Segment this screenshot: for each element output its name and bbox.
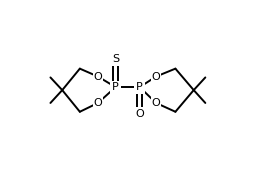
- Text: S: S: [112, 54, 119, 64]
- FancyBboxPatch shape: [110, 81, 121, 94]
- Text: P: P: [136, 82, 143, 92]
- FancyBboxPatch shape: [151, 96, 161, 109]
- FancyBboxPatch shape: [93, 96, 103, 109]
- FancyBboxPatch shape: [134, 81, 145, 94]
- Text: O: O: [152, 98, 160, 108]
- Text: O: O: [94, 98, 102, 108]
- Text: O: O: [94, 72, 102, 81]
- Text: O: O: [135, 109, 144, 118]
- FancyBboxPatch shape: [93, 70, 103, 83]
- FancyBboxPatch shape: [110, 52, 121, 65]
- FancyBboxPatch shape: [134, 107, 145, 120]
- FancyBboxPatch shape: [151, 70, 161, 83]
- Text: P: P: [112, 82, 119, 92]
- Text: O: O: [152, 72, 160, 81]
